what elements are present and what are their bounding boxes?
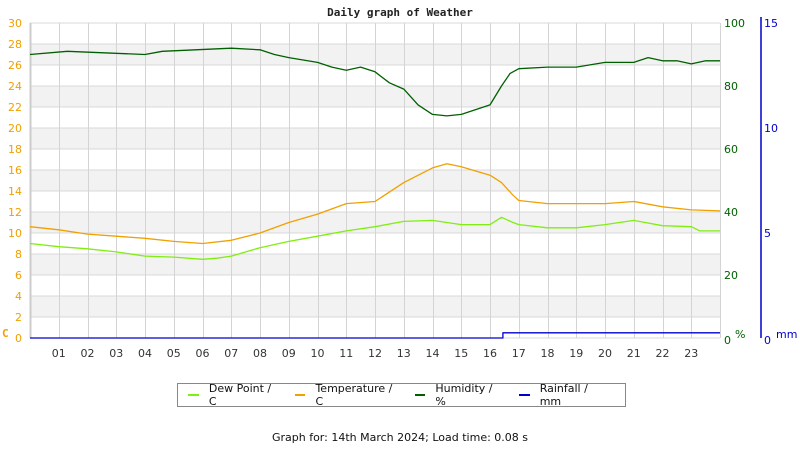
legend-label: Humidity / % (435, 382, 493, 408)
legend-item: Temperature / C (294, 382, 396, 408)
x-axis-tick: 05 (167, 347, 181, 360)
left-axis-tick: 2 (15, 311, 22, 324)
left-axis-tick: 16 (8, 164, 22, 177)
x-axis-tick: 14 (426, 347, 440, 360)
series-temperature-line (29, 163, 721, 245)
series-rainfall-line (30, 332, 720, 339)
right-axis-rain-tick: 5 (764, 227, 771, 240)
right-axis-humidity-label: % (735, 328, 745, 341)
left-axis-tick: 4 (15, 290, 22, 303)
left-axis-tick: 6 (15, 269, 22, 282)
x-axis-tick: 11 (339, 347, 353, 360)
weather-line-chart: 024681012141618202224262830C020406080100… (2, 17, 797, 360)
legend-item: Dew Point / C (188, 382, 276, 408)
left-axis-tick: 12 (8, 206, 22, 219)
chart-legend: Dew Point / C Temperature / C Humidity / %… (177, 382, 626, 408)
footer-status: Graph for: 14th March 2024; Load time: 0… (271, 431, 529, 444)
series-dew-line (29, 216, 720, 260)
right-axis-rain-tick: 10 (764, 122, 778, 135)
left-axis-tick: 8 (15, 248, 22, 261)
legend-label: Dew Point / C (208, 382, 272, 408)
right-axis-humidity-tick: 40 (724, 206, 738, 219)
left-axis-tick: 18 (8, 143, 22, 156)
left-axis-label: C (2, 327, 9, 340)
right-axis-rain-tick: 15 (764, 17, 778, 30)
left-axis-tick: 26 (8, 59, 22, 72)
x-axis-tick: 01 (52, 347, 66, 360)
legend-label: Rainfall / mm (539, 382, 588, 408)
right-axis-humidity-tick: 60 (724, 143, 738, 156)
legend-swatch-icon (188, 394, 199, 396)
x-axis-tick: 08 (253, 347, 267, 360)
x-axis-tick: 21 (627, 347, 641, 360)
x-axis-tick: 12 (368, 347, 382, 360)
left-axis-tick: 20 (8, 122, 22, 135)
right-axis-humidity-tick: 80 (724, 80, 738, 93)
x-axis-tick: 20 (598, 347, 612, 360)
x-axis-tick: 19 (569, 347, 583, 360)
x-axis-tick: 03 (109, 347, 123, 360)
right-axis-rain-tick: 0 (764, 334, 771, 347)
chart-title: Daily graph of Weather (327, 6, 473, 19)
x-axis-tick: 02 (81, 347, 95, 360)
x-axis-tick: 13 (397, 347, 411, 360)
x-axis-tick: 09 (282, 347, 296, 360)
x-axis-tick: 06 (196, 347, 210, 360)
legend-item: Rainfall / mm (518, 382, 606, 408)
left-axis-tick: 22 (8, 101, 22, 114)
x-axis-tick: 04 (138, 347, 152, 360)
legend-swatch-icon (518, 394, 530, 396)
legend-swatch-icon (294, 394, 306, 396)
x-axis-tick: 10 (311, 347, 325, 360)
x-axis-tick: 07 (224, 347, 238, 360)
left-axis-tick: 24 (8, 80, 22, 93)
right-axis-rain-label: mm (776, 328, 797, 341)
x-axis-tick: 18 (541, 347, 555, 360)
left-axis-tick: 10 (8, 227, 22, 240)
left-axis-tick: 28 (8, 38, 22, 51)
legend-item: Humidity / % (414, 382, 500, 408)
left-axis-tick: 14 (8, 185, 22, 198)
left-axis-tick: 30 (8, 17, 22, 30)
legend-label: Temperature / C (315, 382, 393, 408)
x-axis-tick: 17 (512, 347, 526, 360)
right-axis-humidity-tick: 100 (724, 17, 745, 30)
right-axis-humidity-tick: 20 (724, 269, 738, 282)
series-humidity-line (29, 47, 720, 117)
legend-swatch-icon (414, 394, 426, 396)
x-axis-tick: 23 (684, 347, 698, 360)
right-axis-humidity-tick: 0 (724, 334, 731, 347)
x-axis-tick: 16 (483, 347, 497, 360)
left-axis-tick: 0 (15, 332, 22, 345)
x-axis-tick: 15 (454, 347, 468, 360)
x-axis-tick: 22 (656, 347, 670, 360)
